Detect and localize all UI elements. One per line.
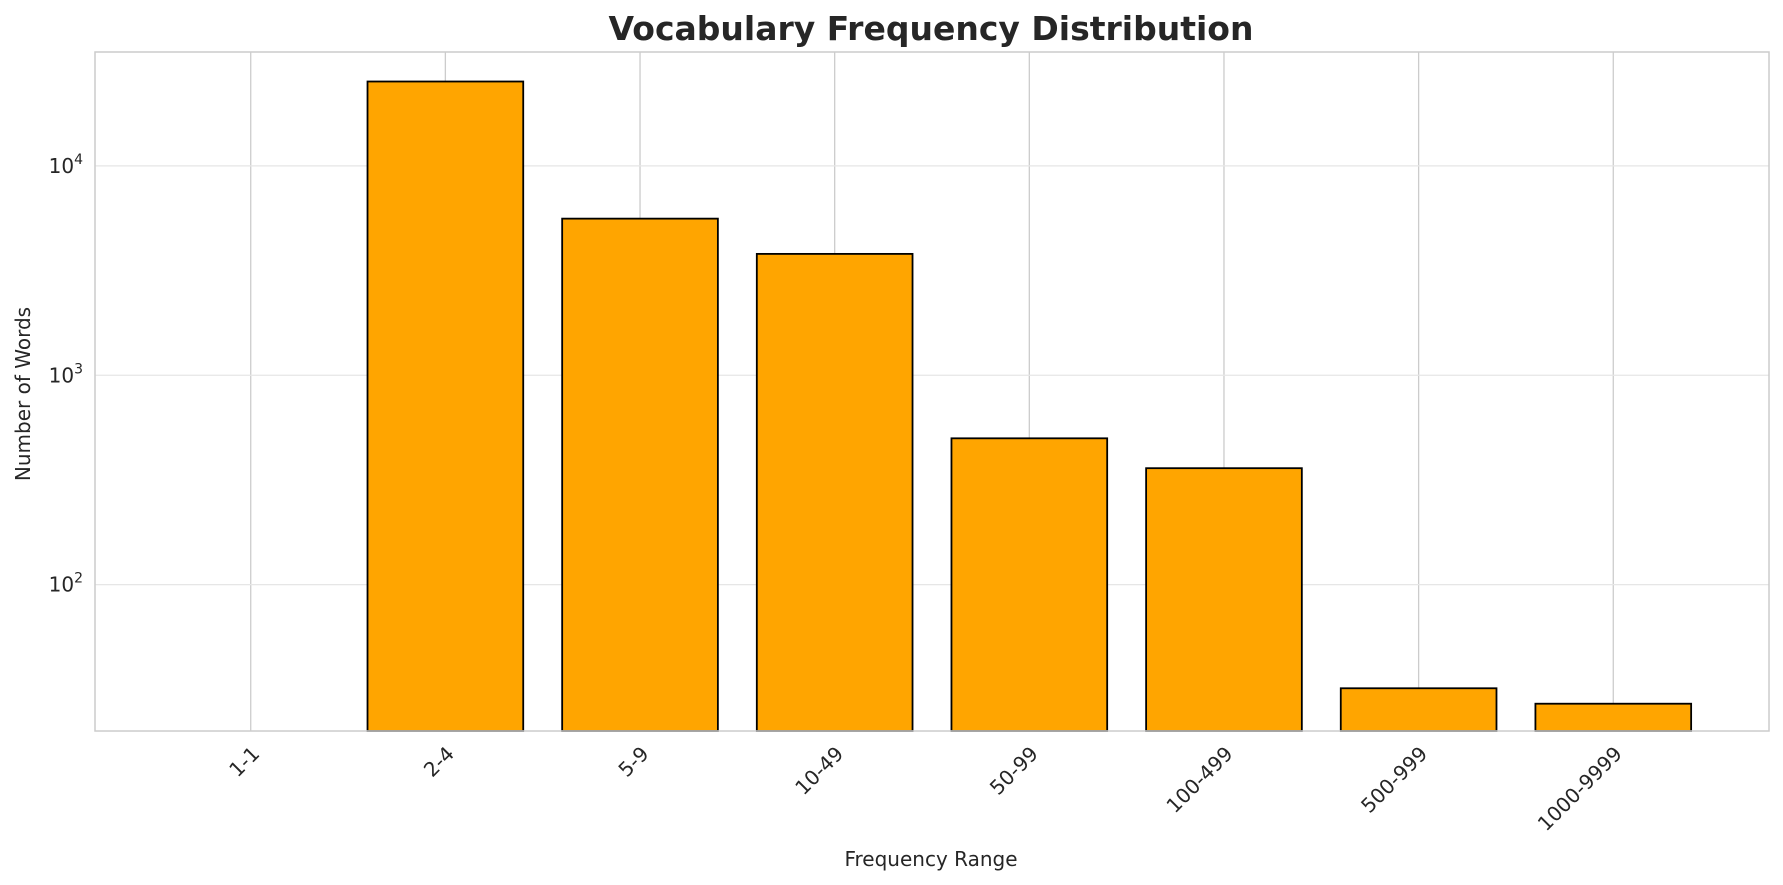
x-axis-label: Frequency Range bbox=[844, 847, 1017, 871]
bar-1000-9999 bbox=[1534, 702, 1693, 732]
y-axis-label: Number of Words bbox=[11, 307, 35, 481]
y-tick-label: 102 bbox=[49, 571, 83, 597]
bar-2-4 bbox=[366, 80, 525, 732]
bar-100-499 bbox=[1145, 467, 1303, 732]
y-tick-labels: 102 103 104 bbox=[49, 152, 83, 597]
bar-50-99 bbox=[950, 437, 1109, 732]
plot-frame bbox=[94, 51, 1770, 732]
bars-layer bbox=[366, 80, 1693, 732]
y-tick-label: 104 bbox=[49, 152, 83, 178]
y-tick-label: 103 bbox=[49, 361, 83, 387]
bar-5-9 bbox=[561, 217, 719, 732]
bar-10-49 bbox=[755, 252, 914, 732]
chart-title: Vocabulary Frequency Distribution bbox=[609, 9, 1254, 48]
bar-500-999 bbox=[1339, 687, 1498, 732]
